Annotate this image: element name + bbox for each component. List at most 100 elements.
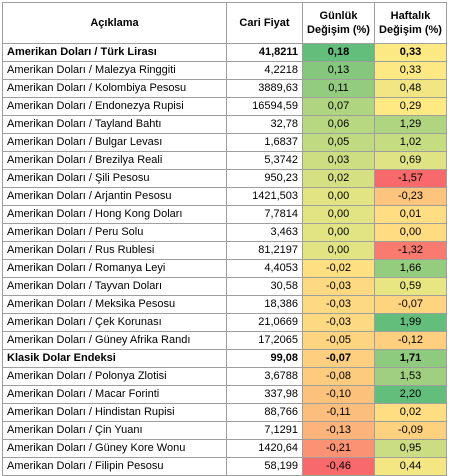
- row-price: 4,4053: [226, 259, 303, 278]
- row-price: 21,0669: [226, 313, 303, 332]
- row-price: 41,8211: [226, 43, 303, 62]
- row-weekly-change: -1,32: [374, 241, 447, 260]
- row-weekly-change: 0,01: [374, 205, 447, 224]
- currency-table: Açıklama Cari Fiyat Günlük Değişim (%) Ha…: [2, 2, 447, 476]
- row-price: 5,3742: [226, 151, 303, 170]
- row-weekly-change: 0,02: [374, 403, 447, 422]
- row-daily-change: 0,11: [302, 79, 375, 98]
- row-weekly-change: 0,29: [374, 97, 447, 116]
- table-row: Amerikan Doları / Peru Solu 3,463 0,00 0,00: [2, 223, 447, 242]
- row-description: Amerikan Doları / Çek Korunası: [2, 313, 227, 332]
- table-row: Amerikan Doları / Güney Kore Wonu 1420,64…: [2, 439, 447, 458]
- row-price: 99,08: [226, 349, 303, 368]
- row-daily-change: 0,00: [302, 187, 375, 206]
- row-description: Amerikan Doları / Bulgar Levası: [2, 133, 227, 152]
- row-weekly-change: 0,59: [374, 277, 447, 296]
- row-daily-change: 0,13: [302, 61, 375, 80]
- row-weekly-change: -1,57: [374, 169, 447, 188]
- table-row: Amerikan Doları / Güney Afrika Randı 17,2…: [2, 331, 447, 350]
- table-row: Amerikan Doları / Bulgar Levası 1,6837 0,0…: [2, 133, 447, 152]
- row-description: Amerikan Doları / Brezilya Reali: [2, 151, 227, 170]
- row-price: 81,2197: [226, 241, 303, 260]
- row-price: 337,98: [226, 385, 303, 404]
- row-description: Amerikan Doları / Güney Afrika Randı: [2, 331, 227, 350]
- row-description: Amerikan Doları / Endonezya Rupisi: [2, 97, 227, 116]
- row-price: 32,78: [226, 115, 303, 134]
- row-weekly-change: -0,23: [374, 187, 447, 206]
- row-weekly-change: 1,53: [374, 367, 447, 386]
- table-row: Amerikan Doları / Tayland Bahtı 32,78 0,06…: [2, 115, 447, 134]
- row-daily-change: -0,21: [302, 439, 375, 458]
- row-description: Amerikan Doları / Kolombiya Pesosu: [2, 79, 227, 98]
- currency-table-container: Açıklama Cari Fiyat Günlük Değişim (%) Ha…: [2, 2, 447, 476]
- row-description: Amerikan Doları / Meksika Pesosu: [2, 295, 227, 314]
- table-row: Amerikan Doları / Hindistan Rupisi 88,766…: [2, 403, 447, 422]
- row-daily-change: -0,07: [302, 349, 375, 368]
- row-description: Amerikan Doları / Rus Rublesi: [2, 241, 227, 260]
- row-weekly-change: -0,09: [374, 421, 447, 440]
- row-daily-change: 0,05: [302, 133, 375, 152]
- row-description: Amerikan Doları / Türk Lirası: [2, 43, 227, 62]
- table-row: Amerikan Doları / Şili Pesosu 950,23 0,02-…: [2, 169, 447, 188]
- row-daily-change: -0,46: [302, 457, 375, 476]
- row-weekly-change: -0,07: [374, 295, 447, 314]
- row-description: Amerikan Doları / Filipin Pesosu: [2, 457, 227, 476]
- row-daily-change: 0,02: [302, 169, 375, 188]
- row-daily-change: -0,03: [302, 277, 375, 296]
- row-description: Amerikan Doları / Arjantin Pesosu: [2, 187, 227, 206]
- row-description: Amerikan Doları / Romanya Leyi: [2, 259, 227, 278]
- table-row: Amerikan Doları / Rus Rublesi 81,2197 0,00…: [2, 241, 447, 260]
- table-row: Amerikan Doları / Romanya Leyi 4,4053 -0,0…: [2, 259, 447, 278]
- table-row: Amerikan Doları / Malezya Ringgiti 4,2218…: [2, 61, 447, 80]
- header-description: Açıklama: [2, 2, 227, 44]
- table-row: Amerikan Doları / Hong Kong Doları 7,7814…: [2, 205, 447, 224]
- row-daily-change: 0,00: [302, 223, 375, 242]
- table-row: Amerikan Doları / Endonezya Rupisi 16594,…: [2, 97, 447, 116]
- row-daily-change: -0,03: [302, 295, 375, 314]
- row-daily-change: -0,03: [302, 313, 375, 332]
- row-weekly-change: 1,02: [374, 133, 447, 152]
- row-daily-change: -0,13: [302, 421, 375, 440]
- row-price: 3,6788: [226, 367, 303, 386]
- row-price: 17,2065: [226, 331, 303, 350]
- row-price: 3,463: [226, 223, 303, 242]
- row-price: 7,1291: [226, 421, 303, 440]
- row-description: Klasik Dolar Endeksi: [2, 349, 227, 368]
- row-description: Amerikan Doları / Macar Forinti: [2, 385, 227, 404]
- row-daily-change: 0,06: [302, 115, 375, 134]
- row-price: 1421,503: [226, 187, 303, 206]
- row-price: 58,199: [226, 457, 303, 476]
- row-weekly-change: 1,99: [374, 313, 447, 332]
- table-row: Amerikan Doları / Kolombiya Pesosu 3889,6…: [2, 79, 447, 98]
- row-weekly-change: -0,12: [374, 331, 447, 350]
- row-daily-change: 0,03: [302, 151, 375, 170]
- row-price: 7,7814: [226, 205, 303, 224]
- header-price: Cari Fiyat: [226, 2, 303, 44]
- row-weekly-change: 0,48: [374, 79, 447, 98]
- table-row: Amerikan Doları / Meksika Pesosu 18,386 -0…: [2, 295, 447, 314]
- row-daily-change: 0,00: [302, 241, 375, 260]
- row-weekly-change: 0,44: [374, 457, 447, 476]
- table-row: Amerikan Doları / Brezilya Reali 5,3742 0,…: [2, 151, 447, 170]
- table-row: Amerikan Doları / Arjantin Pesosu 1421,50…: [2, 187, 447, 206]
- row-description: Amerikan Doları / Malezya Ringgiti: [2, 61, 227, 80]
- row-description: Amerikan Doları / Tayvan Doları: [2, 277, 227, 296]
- row-weekly-change: 0,33: [374, 61, 447, 80]
- row-daily-change: 0,00: [302, 205, 375, 224]
- row-daily-change: 0,07: [302, 97, 375, 116]
- row-daily-change: -0,10: [302, 385, 375, 404]
- row-price: 1,6837: [226, 133, 303, 152]
- row-price: 950,23: [226, 169, 303, 188]
- row-weekly-change: 0,33: [374, 43, 447, 62]
- row-weekly-change: 0,95: [374, 439, 447, 458]
- table-row: Amerikan Doları / Macar Forinti 337,98 -0,…: [2, 385, 447, 404]
- row-weekly-change: 0,69: [374, 151, 447, 170]
- row-description: Amerikan Doları / Çin Yuanı: [2, 421, 227, 440]
- row-price: 1420,64: [226, 439, 303, 458]
- row-description: Amerikan Doları / Güney Kore Wonu: [2, 439, 227, 458]
- row-weekly-change: 2,20: [374, 385, 447, 404]
- table-body: Amerikan Doları / Türk Lirası 41,8211 0,18…: [2, 43, 447, 476]
- row-price: 88,766: [226, 403, 303, 422]
- header-weekly-change: Haftalık Değişim (%): [374, 2, 447, 44]
- table-row: Amerikan Doları / Tayvan Doları 30,58 -0,0…: [2, 277, 447, 296]
